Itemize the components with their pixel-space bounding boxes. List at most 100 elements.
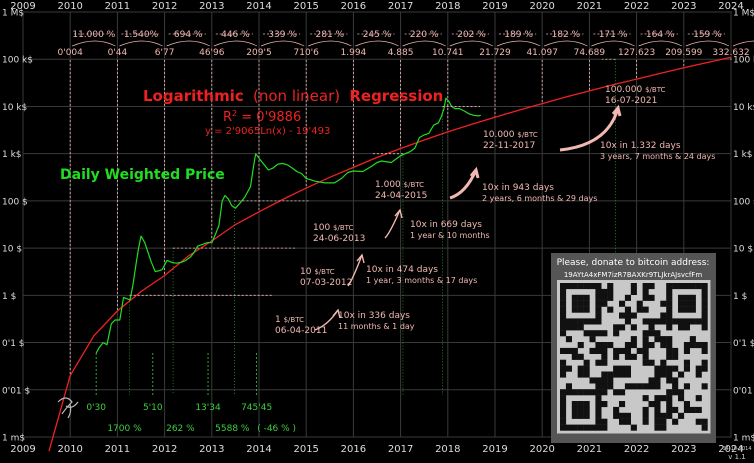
qr-module xyxy=(683,283,690,290)
qr-module xyxy=(560,401,567,408)
y-tick-label-right: 1 M$ xyxy=(733,9,754,19)
annual-price-label: 46'96 xyxy=(199,48,225,58)
qr-module xyxy=(666,371,673,378)
regression-r2: R2 = 0'9886 xyxy=(223,109,301,125)
qr-module xyxy=(577,300,584,307)
qr-module xyxy=(589,377,596,384)
qr-module xyxy=(565,318,572,325)
qr-module xyxy=(683,294,690,301)
qr-module xyxy=(589,336,596,343)
qr-module xyxy=(624,412,631,419)
qr-module xyxy=(560,359,567,366)
qr-module xyxy=(648,377,655,384)
x-tick-label-bottom: 2024 xyxy=(718,444,743,455)
qr-module xyxy=(619,365,626,372)
qr-module xyxy=(619,300,626,307)
qr-module xyxy=(595,312,602,319)
qr-module xyxy=(666,342,673,349)
qr-module xyxy=(565,365,572,372)
qr-module xyxy=(642,306,649,313)
annual-growth-pct: 1.540% xyxy=(124,30,159,40)
growth-arrow xyxy=(308,40,352,47)
annual-growth-pct: 339 % xyxy=(268,30,297,40)
qr-module xyxy=(560,283,567,290)
x-tick-label-top: 2019 xyxy=(482,1,507,12)
qr-module xyxy=(666,294,673,301)
qr-module xyxy=(666,406,673,413)
x-tick-label-bottom: 2013 xyxy=(199,444,224,455)
qr-module xyxy=(689,406,696,413)
y-tick-label-right: 1 k$ xyxy=(733,150,753,160)
donation-box: Please, donate to bitcoin address: 19AYt… xyxy=(551,253,716,443)
qr-module xyxy=(565,347,572,354)
qr-module xyxy=(683,365,690,372)
qr-module xyxy=(701,424,708,431)
qr-module xyxy=(619,412,626,419)
price-annotation-number: 100.000 xyxy=(605,85,645,95)
price-series-line xyxy=(95,97,481,354)
qr-module xyxy=(678,371,685,378)
tenx-title: 10x in 336 days xyxy=(338,311,410,321)
x-tick-label-bottom: 2009 xyxy=(10,444,35,455)
qr-module xyxy=(695,371,702,378)
qr-module xyxy=(654,383,661,390)
qr-module xyxy=(678,283,685,290)
x-tick-label-top: 2012 xyxy=(152,1,177,12)
regression-title-part1: Logarithmic xyxy=(143,87,244,105)
qr-module xyxy=(583,283,590,290)
qr-module xyxy=(560,312,567,319)
annual-price-label: 0'44 xyxy=(108,48,128,58)
qr-module xyxy=(589,389,596,396)
y-tick-label-right: 10 $ xyxy=(733,245,753,255)
qr-module xyxy=(642,283,649,290)
qr-module xyxy=(666,353,673,360)
qr-module xyxy=(642,318,649,325)
y-tick-label-left: 0'1 $ xyxy=(2,339,25,349)
qr-module xyxy=(624,342,631,349)
qr-module xyxy=(660,312,667,319)
qr-module xyxy=(654,395,661,402)
qr-module xyxy=(701,359,708,366)
qr-module xyxy=(666,283,673,290)
qr-module xyxy=(577,294,584,301)
price-series xyxy=(95,97,481,354)
price-annotation-unit: $/BTC xyxy=(517,131,537,139)
y-tick-label-left: 100 $ xyxy=(2,197,28,207)
qr-module xyxy=(577,406,584,413)
qr-module xyxy=(601,330,608,337)
qr-module xyxy=(613,406,620,413)
price-annotation-unit: $/BTC xyxy=(314,268,334,276)
tenx-arrowhead xyxy=(611,104,622,117)
tenx-detail: 1 year & 10 months xyxy=(410,231,490,240)
qr-module xyxy=(595,330,602,337)
qr-module xyxy=(595,401,602,408)
qr-module xyxy=(624,306,631,313)
qr-module xyxy=(654,424,661,431)
qr-module xyxy=(642,406,649,413)
price-annotation-date: 07-03-2012 xyxy=(300,278,352,288)
qr-module xyxy=(654,412,661,419)
regression-title-part2: (non linear) xyxy=(253,87,340,105)
growth-arrow xyxy=(638,40,682,47)
qr-module xyxy=(601,424,608,431)
qr-module xyxy=(595,418,602,425)
qr-module xyxy=(595,306,602,313)
qr-module xyxy=(601,377,608,384)
qr-module xyxy=(660,300,667,307)
growth-arrow xyxy=(496,40,541,47)
annual-growth-pct: 281 % xyxy=(316,30,345,40)
qr-module xyxy=(630,324,637,331)
qr-module xyxy=(672,406,679,413)
qr-module xyxy=(642,353,649,360)
qr-module xyxy=(577,371,584,378)
qr-module xyxy=(595,294,602,301)
x-tick-label-top: 2022 xyxy=(624,1,649,12)
qr-module xyxy=(666,318,673,325)
halving-price-label: 0'30 xyxy=(86,403,106,413)
annual-growth-pct: 245 % xyxy=(363,30,392,40)
y-tick-label-right: 1 m$ xyxy=(733,434,754,444)
qr-module xyxy=(577,353,584,360)
qr-module xyxy=(560,395,567,402)
qr-module xyxy=(636,347,643,354)
price-annotation-value: 10.000 $/BTC xyxy=(483,130,538,140)
